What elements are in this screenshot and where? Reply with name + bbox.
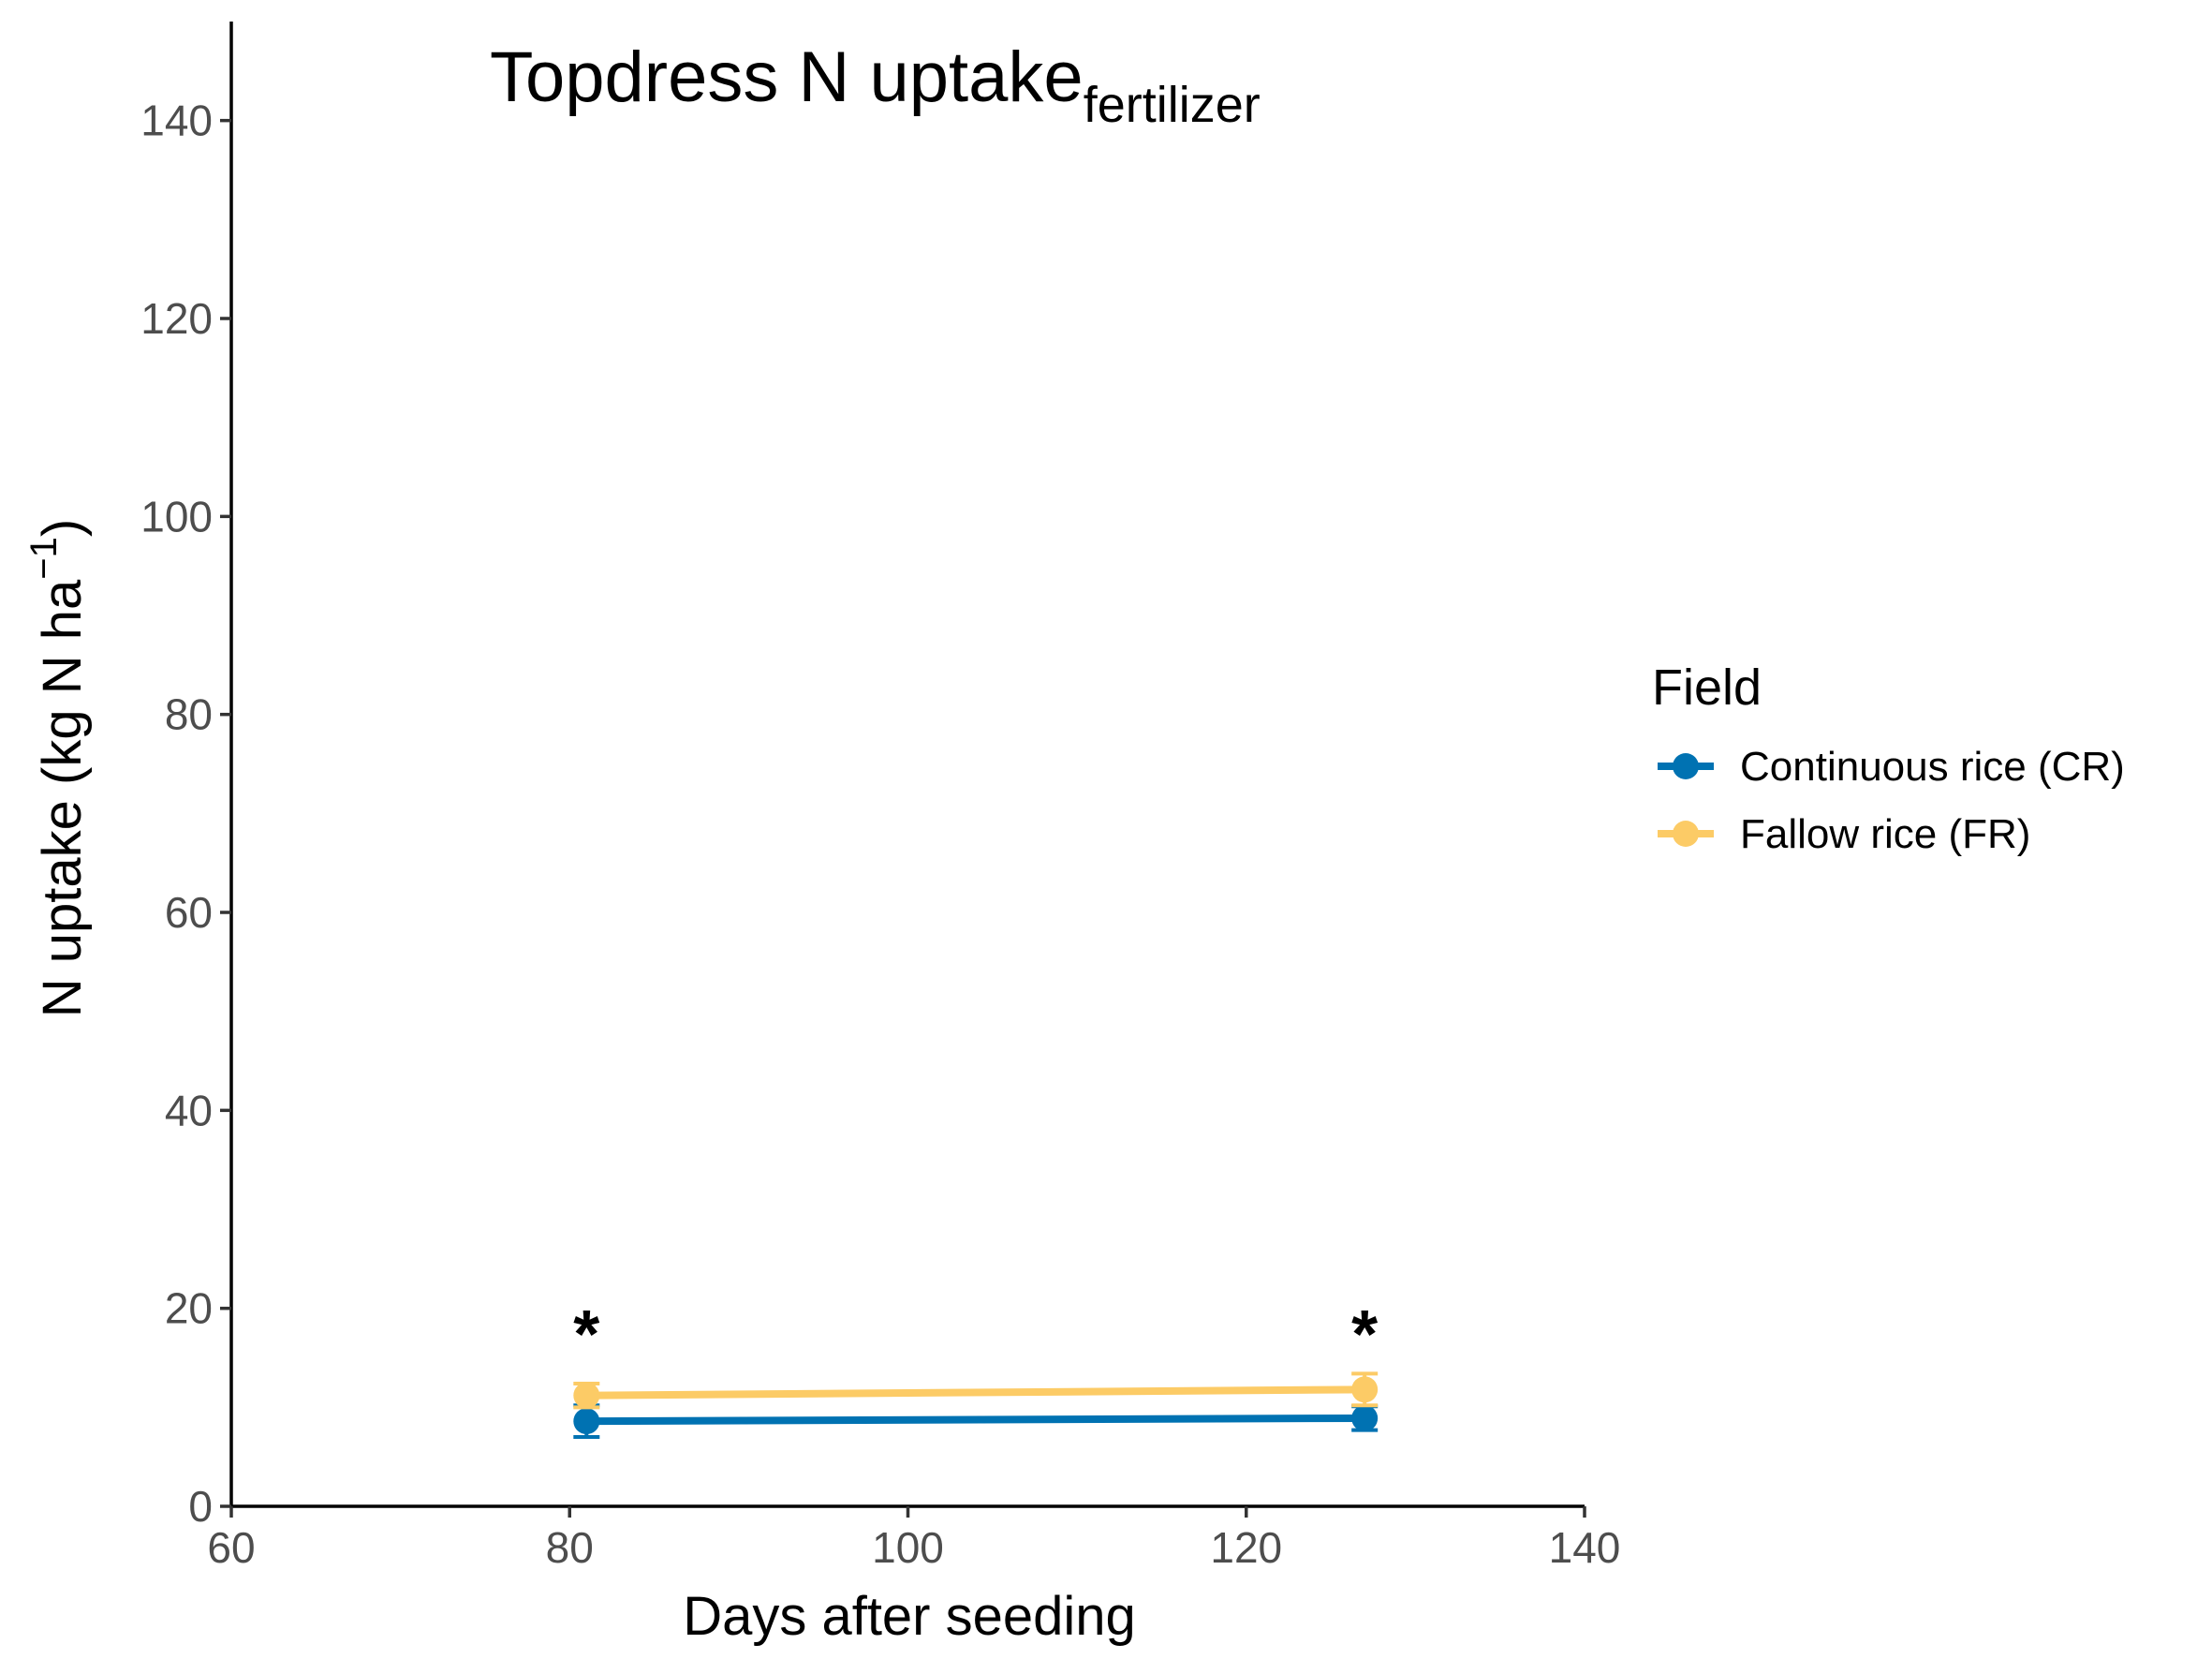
data-point [573, 1382, 600, 1409]
legend-label: Continuous rice (CR) [1740, 744, 2125, 790]
plot-area: * * [573, 1297, 1379, 1440]
y-axis-title-superscript: −1 [23, 537, 65, 580]
data-point [1351, 1404, 1379, 1431]
y-tick-label: 0 [188, 1482, 213, 1531]
legend-item: Continuous rice (CR) [1658, 744, 2125, 790]
x-tick-label: 120 [1210, 1523, 1282, 1572]
y-axis-title-close: ) [32, 519, 93, 537]
chart-title: Topdress N uptakefertilizer [490, 37, 1261, 133]
y-axis-title-main: N uptake (kg N ha [32, 579, 93, 1017]
x-axis-title: Days after seeding [683, 1586, 1136, 1647]
x-tick-label: 80 [546, 1523, 594, 1572]
legend-title: Field [1652, 659, 1762, 716]
y-tick-label: 60 [165, 888, 213, 937]
significance-asterisk: * [1351, 1297, 1378, 1372]
series-continuous-rice [573, 1403, 1379, 1440]
legend-item: Fallow rice (FR) [1658, 811, 2030, 857]
series-line [582, 1414, 1369, 1426]
y-tick-label: 40 [165, 1086, 213, 1134]
y-tick-label: 20 [165, 1284, 213, 1333]
x-tick-label: 60 [207, 1523, 255, 1572]
legend-key-point [1673, 753, 1699, 779]
legend: Field Continuous rice (CR) Fallow rice (F… [1652, 659, 2125, 857]
y-axis: 0 20 40 60 80 100 120 140 [140, 22, 233, 1531]
y-tick-label: 80 [165, 690, 213, 739]
legend-label: Fallow rice (FR) [1740, 811, 2030, 857]
x-tick-label: 100 [872, 1523, 944, 1572]
y-tick-label: 140 [140, 96, 213, 145]
y-tick-label: 120 [140, 294, 213, 343]
x-axis: 60 80 100 120 140 [207, 1504, 1621, 1572]
y-tick-label: 100 [140, 492, 213, 541]
data-point [1351, 1376, 1379, 1403]
significance-asterisk: * [573, 1297, 599, 1372]
y-axis-title: N uptake (kg N ha−1) [23, 519, 93, 1017]
series-fallow-rice [573, 1371, 1379, 1410]
chart-title-main: Topdress N uptake [490, 37, 1084, 117]
chart-title-subscript: fertilizer [1084, 77, 1261, 133]
data-point [573, 1408, 600, 1435]
legend-key-point [1673, 821, 1699, 847]
x-tick-label: 140 [1549, 1523, 1621, 1572]
series-line [582, 1385, 1369, 1400]
